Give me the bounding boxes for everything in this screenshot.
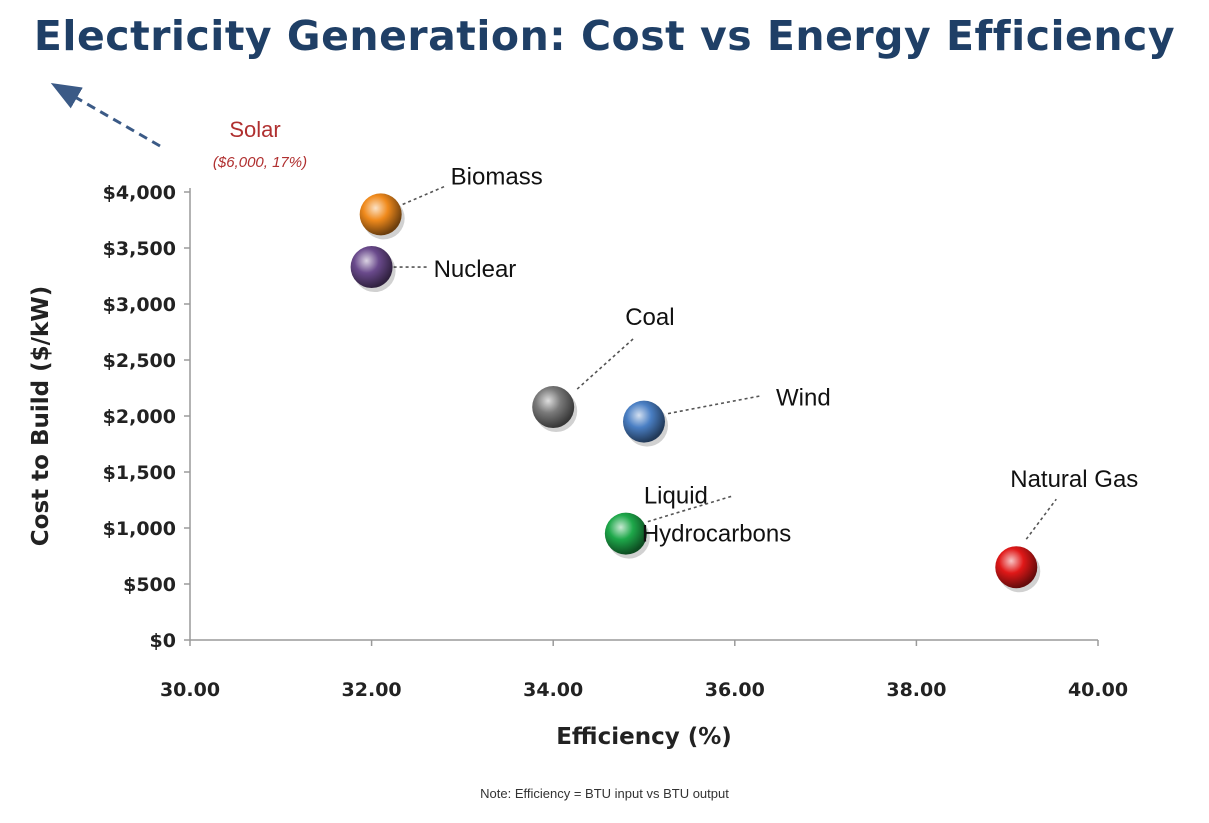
x-axis-label: Efficiency (%) [556,724,732,750]
x-tick-label: 36.00 [705,679,765,701]
y-tick-label: $3,500 [103,238,176,260]
leader-line [402,185,445,206]
x-tick-label: 40.00 [1068,679,1128,701]
data-point [623,400,665,443]
leader-line [667,394,763,415]
data-label: Coal [625,304,674,331]
y-axis-label: Cost to Build ($/kW) [28,286,54,546]
data-label: Wind [776,385,831,412]
footnote: Note: Efficiency = BTU input vs BTU outp… [480,786,729,801]
y-tick-label: $3,000 [103,294,176,316]
leader-line [647,494,735,523]
y-tick-label: $2,000 [103,406,176,428]
data-label: Nuclear [434,256,517,283]
data-label: Hydrocarbons [642,521,791,548]
data-label: Liquid [644,483,708,510]
solar-label: Solar [229,117,280,142]
y-tick-label: $1,000 [103,518,176,540]
y-tick-label: $500 [123,574,176,596]
data-point [604,512,647,555]
y-tick-label: $2,500 [103,350,176,372]
data-point [532,386,575,429]
data-point [995,546,1038,589]
data-label: Natural Gas [1010,466,1138,493]
x-tick-label: 30.00 [160,679,220,701]
data-label: Biomass [451,163,543,190]
x-tick-label: 38.00 [886,679,946,701]
y-tick-label: $1,500 [103,462,176,484]
y-tick-label: $4,000 [103,182,176,204]
data-point [350,246,393,289]
solar-value-label: ($6,000, 17%) [213,154,307,171]
y-tick-label: $0 [150,630,176,652]
data-point [359,193,402,236]
chart-title: Electricity Generation: Cost vs Energy E… [33,12,1176,60]
leader-line [576,336,636,390]
x-tick-label: 34.00 [523,679,583,701]
leader-line [1025,498,1057,540]
x-tick-label: 32.00 [342,679,402,701]
solar-arrow [50,83,161,148]
